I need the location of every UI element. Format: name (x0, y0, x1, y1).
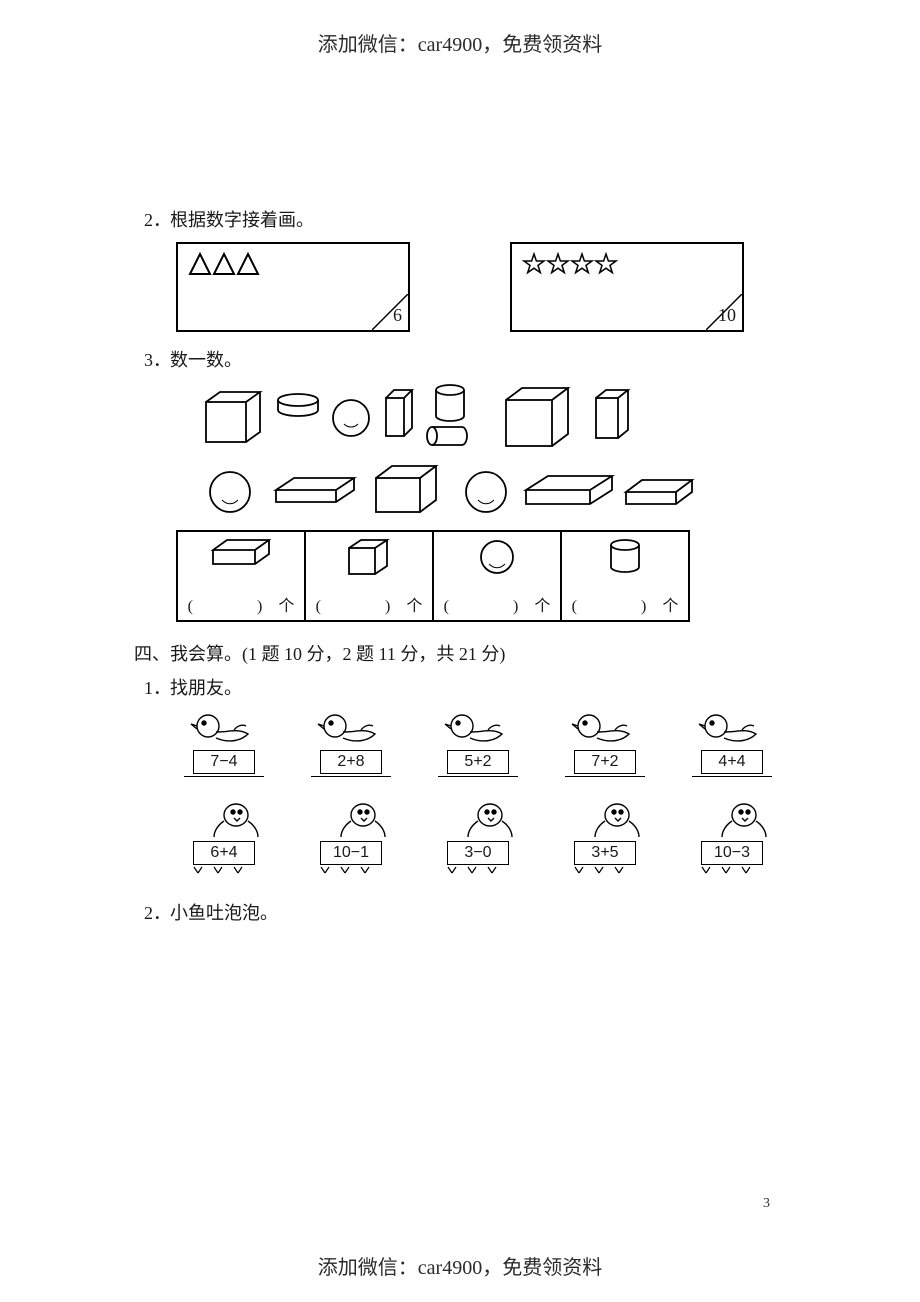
q3-text: 数一数。 (170, 350, 242, 370)
feet-icon (565, 865, 645, 875)
content: 2．根据数字接着画。 6 (140, 0, 780, 925)
header-watermark: 添加微信：car4900，免费领资料 (0, 28, 920, 57)
paren-open: ( (316, 598, 321, 615)
chick-card: 5+2 (430, 710, 526, 777)
paren-open: ( (572, 598, 577, 615)
expr-box: 10−3 (701, 841, 763, 865)
penguin-icon (186, 801, 262, 841)
paren-open: ( (188, 598, 193, 615)
chick-card: 7+2 (557, 710, 653, 777)
expr-box: 3−0 (447, 841, 509, 865)
triangle-icon (188, 252, 260, 276)
underline (692, 776, 772, 777)
q4-1-text: 找朋友。 (170, 678, 242, 698)
q3-cell-cuboid: ( ) 个 (178, 532, 306, 620)
chick-icon (440, 710, 516, 750)
underline (184, 776, 264, 777)
question-4-2: 2．小鱼吐泡泡。 (144, 899, 780, 925)
penguin-card: 6+4 (176, 801, 272, 875)
footer-watermark: 添加微信：car4900，免费领资料 (0, 1251, 920, 1280)
friends-block: 7−4 2+8 5+2 7+2 (176, 710, 780, 875)
sphere-icon (477, 538, 517, 576)
q2-row: 6 10 (176, 242, 780, 332)
paren-open: ( (444, 598, 449, 615)
chick-icon (567, 710, 643, 750)
q4-2-text: 小鱼吐泡泡。 (170, 903, 278, 923)
penguin-card: 3+5 (557, 801, 653, 875)
shapes-scatter-icon (176, 382, 696, 522)
q2-left-shapes (188, 252, 260, 276)
page-number: 3 (763, 1196, 770, 1212)
chick-card: 2+8 (303, 710, 399, 777)
penguin-icon (440, 801, 516, 841)
q4-1-number: 1． (144, 674, 170, 700)
underline (438, 776, 518, 777)
question-2: 2．根据数字接着画。 (144, 206, 780, 232)
expr-box: 7−4 (193, 750, 255, 774)
feet-icon (311, 865, 391, 875)
penguin-card: 10−3 (684, 801, 780, 875)
q2-box-right: 10 (510, 242, 744, 332)
q4-2-number: 2． (144, 899, 170, 925)
expr-box: 6+4 (193, 841, 255, 865)
underline (565, 776, 645, 777)
cylinder-icon (607, 538, 643, 576)
friends-bottom-row: 6+4 10−1 3−0 3+5 (176, 801, 780, 875)
page: 添加微信：car4900，免费领资料 添加微信：car4900，免费领资料 3 … (0, 0, 920, 1302)
penguin-card: 3−0 (430, 801, 526, 875)
chick-icon (694, 710, 770, 750)
unit-ge: ) 个 (385, 598, 422, 615)
q2-right-target: 10 (718, 305, 736, 326)
q3-cell-cube: ( ) 个 (306, 532, 434, 620)
q2-left-target: 6 (393, 305, 402, 326)
expr-box: 10−1 (320, 841, 382, 865)
penguin-icon (313, 801, 389, 841)
q3-cell-cylinder: ( ) 个 (562, 532, 688, 620)
chick-card: 7−4 (176, 710, 272, 777)
q2-box-left: 6 (176, 242, 410, 332)
expr-box: 7+2 (574, 750, 636, 774)
friends-top-row: 7−4 2+8 5+2 7+2 (176, 710, 780, 777)
expr-box: 4+4 (701, 750, 763, 774)
penguin-icon (694, 801, 770, 841)
unit-ge: ) 个 (257, 598, 294, 615)
chick-icon (313, 710, 389, 750)
feet-icon (184, 865, 264, 875)
unit-ge: ) 个 (641, 598, 678, 615)
q3-cell-sphere: ( ) 个 (434, 532, 562, 620)
penguin-icon (567, 801, 643, 841)
q2-right-shapes (522, 252, 618, 276)
q2-text: 根据数字接着画。 (170, 210, 314, 230)
q3-figure: ( ) 个 ( ) 个 ( ) 个 ( ) 个 (176, 382, 780, 622)
unit-ge: ) 个 (513, 598, 550, 615)
q2-number: 2． (144, 206, 170, 232)
corner-diag-icon (372, 294, 408, 330)
chick-card: 4+4 (684, 710, 780, 777)
section-4-heading: 四、我会算。(1 题 10 分，2 题 11 分，共 21 分) (134, 640, 780, 666)
question-4-1: 1．找朋友。 (144, 674, 780, 700)
expr-box: 2+8 (320, 750, 382, 774)
star-icon (522, 252, 618, 276)
penguin-card: 10−1 (303, 801, 399, 875)
expr-box: 5+2 (447, 750, 509, 774)
feet-icon (692, 865, 772, 875)
question-3: 3．数一数。 (144, 346, 780, 372)
cube-icon (347, 538, 391, 576)
underline (311, 776, 391, 777)
expr-box: 3+5 (574, 841, 636, 865)
feet-icon (438, 865, 518, 875)
chick-icon (186, 710, 262, 750)
cuboid-icon (211, 538, 271, 572)
q3-number: 3． (144, 346, 170, 372)
q3-table: ( ) 个 ( ) 个 ( ) 个 ( ) 个 (176, 530, 690, 622)
